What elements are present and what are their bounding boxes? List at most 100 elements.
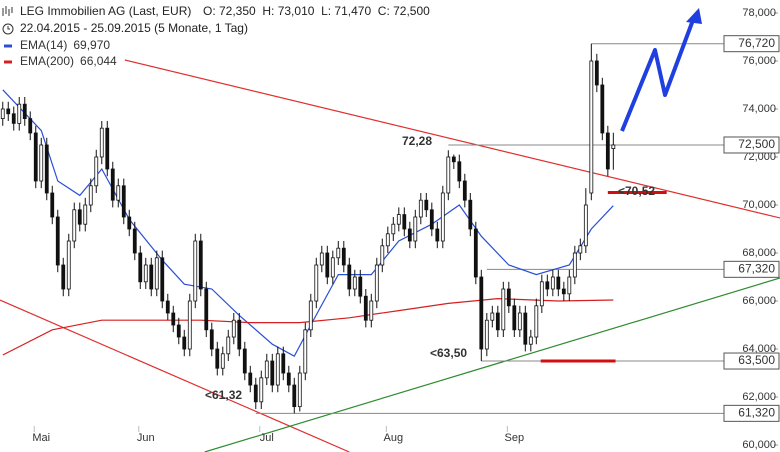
candle-body [314, 264, 319, 302]
candle-body [539, 281, 544, 307]
candle-body [94, 156, 99, 187]
candle-body [490, 312, 495, 321]
legend-value: 66,044 [80, 54, 117, 68]
level-label-box [723, 260, 780, 278]
candle-body [347, 264, 352, 290]
candle-body [523, 312, 528, 345]
candle-body [308, 300, 313, 331]
ema-line [2, 89, 614, 358]
candle-body [589, 60, 594, 194]
trendline [124, 59, 780, 219]
candle-body [336, 247, 341, 259]
candle-body [330, 257, 335, 278]
candle-body [600, 84, 605, 134]
trendline [0, 299, 350, 452]
candle-body [407, 228, 412, 242]
candle-body [429, 209, 434, 230]
candle-body [424, 199, 429, 211]
candle-body [22, 103, 27, 119]
level-label: 76,720 [738, 36, 775, 50]
ohlc-values: O: 72,350 H: 73,010 L: 71,470 C: 72,500 [203, 4, 430, 18]
candle-body [11, 113, 16, 124]
candle-body [380, 245, 385, 266]
candle-body [248, 372, 253, 386]
candle-body [611, 144, 616, 149]
candle-body [83, 204, 88, 225]
y-tick-label: 64,000 [742, 343, 776, 355]
candle-body [484, 319, 489, 350]
candle-body [275, 353, 280, 386]
candle-body [160, 257, 165, 302]
level-label-box [723, 136, 780, 154]
annotation: <70,52 [618, 184, 655, 198]
candle-body [391, 223, 396, 235]
candle-body [385, 233, 390, 247]
candle-body [352, 276, 357, 290]
candle-body [281, 353, 286, 374]
x-tick-label: Aug [384, 432, 404, 444]
candle-body [413, 216, 418, 242]
candle-body [462, 180, 467, 201]
candle-body [303, 329, 308, 374]
candle-body [0, 108, 5, 119]
candle-body [187, 300, 192, 350]
level-label-box [723, 352, 780, 370]
projection-arrow [620, 19, 695, 132]
candle-body [110, 168, 115, 201]
candle-body [517, 312, 522, 331]
candle-body [143, 264, 148, 283]
candle-body [556, 276, 561, 290]
clock-hand [7, 26, 10, 30]
candle-body [121, 185, 126, 218]
annotation: <61,32 [205, 388, 242, 402]
candle-body [165, 300, 170, 314]
candle-body [402, 214, 407, 230]
candle-body [220, 353, 225, 369]
candle-body [209, 329, 214, 350]
annotation: 72,28 [402, 134, 432, 148]
candle-body [495, 312, 500, 331]
candle-body [33, 132, 38, 182]
candle-body [50, 192, 55, 218]
candle-body [182, 336, 187, 350]
x-tick-label: Mai [32, 432, 50, 444]
legend-name: EMA(14) [20, 38, 67, 52]
candle-body [369, 300, 374, 321]
candle-body [572, 252, 577, 278]
candle-body [138, 252, 143, 283]
instrument-title: LEG Immobilien AG (Last, EUR) [20, 4, 191, 18]
clock-icon [2, 23, 14, 35]
candle-body [435, 228, 440, 242]
trendline [204, 277, 780, 452]
candle-body [396, 214, 401, 225]
candle-body [479, 276, 484, 350]
candle-body [231, 319, 236, 338]
candle-body [6, 108, 11, 115]
annotation: <63,50 [430, 346, 467, 360]
y-tick-label: 70,000 [742, 199, 776, 211]
candle-body [171, 312, 176, 326]
arrow-head [686, 8, 702, 24]
candle-body [99, 127, 104, 158]
candle-body [578, 245, 583, 254]
plot-area [0, 43, 780, 452]
level-label: 72,500 [738, 137, 775, 151]
candle-body [501, 288, 506, 331]
legend-value: 69,970 [73, 38, 110, 52]
y-tick-label: 74,000 [742, 103, 776, 115]
candle-body [418, 199, 423, 218]
candle-body [77, 209, 82, 225]
candle-body [17, 103, 22, 124]
candle-body [297, 372, 302, 408]
y-tick-label: 72,000 [742, 151, 776, 163]
candle-body [567, 276, 572, 295]
y-tick-label: 68,000 [742, 247, 776, 259]
candle-body [341, 247, 346, 266]
candle-body [468, 199, 473, 230]
candle-body [534, 305, 539, 338]
candle-body [149, 264, 154, 290]
y-tick-label: 76,000 [742, 55, 776, 67]
candle-body [39, 144, 44, 182]
level-label: 61,320 [738, 406, 775, 420]
candle-body [259, 377, 264, 403]
